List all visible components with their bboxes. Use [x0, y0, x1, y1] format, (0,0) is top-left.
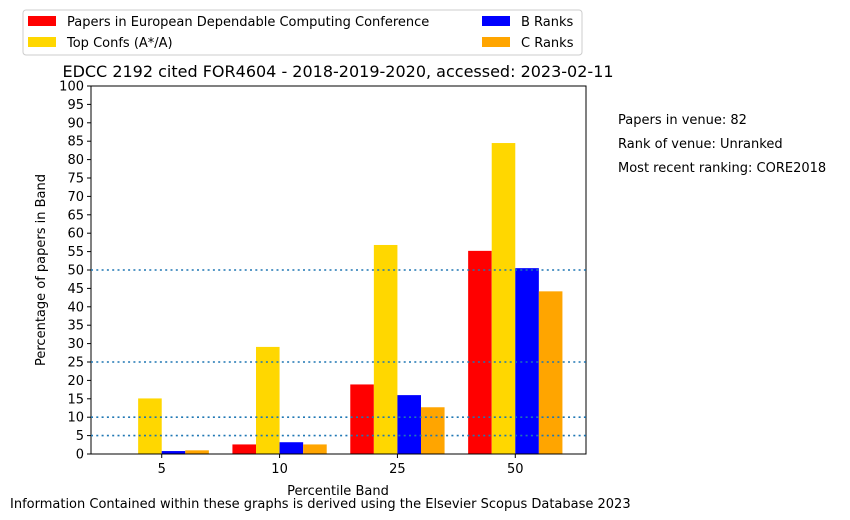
y-tick-label: 30	[67, 337, 84, 352]
y-tick-label: 20	[67, 374, 84, 389]
bar-series-3-cat-5	[185, 450, 209, 454]
y-tick-label: 10	[67, 411, 84, 426]
legend-swatch-series-3	[482, 37, 510, 47]
bar-series-2-cat-50	[515, 268, 539, 454]
bar-series-3-cat-25	[421, 407, 445, 454]
bar-series-2-cat-5	[161, 451, 186, 454]
y-tick-label: 80	[67, 153, 84, 168]
most-recent-ranking: Most recent ranking: CORE2018	[618, 161, 826, 176]
y-tick-label: 15	[67, 392, 84, 407]
footer-note: Information Contained within these graph…	[10, 497, 631, 512]
y-tick-label: 40	[67, 300, 84, 315]
y-tick-label: 75	[67, 172, 84, 187]
y-axis-label: Percentage of papers in Band	[34, 174, 49, 366]
bar-series-3-cat-50	[538, 291, 563, 454]
bar-series-2-cat-25	[397, 395, 421, 454]
legend-label-series-1: Top Confs (A*/A)	[66, 36, 173, 51]
y-tick-label: 0	[76, 448, 84, 463]
y-tick-label: 85	[67, 135, 84, 150]
y-tick-label: 60	[67, 227, 84, 242]
legend-swatch-series-1	[28, 37, 56, 47]
bar-series-1-cat-50	[491, 143, 516, 455]
x-tick-label: 10	[271, 462, 288, 477]
y-axis: 0 5 10 15 20 25 30 35 40 45 50 55 60 65 70 75 80 85 90 95 10…	[59, 80, 91, 463]
chart-title: EDCC 2192 cited FOR4604 - 2018-2019-2020…	[62, 62, 613, 81]
x-tick-label: 50	[507, 462, 524, 477]
bar-series-1-cat-5	[138, 398, 162, 454]
bars	[138, 143, 563, 455]
y-tick-label: 65	[67, 208, 84, 223]
x-axis-label: Percentile Band	[287, 484, 389, 499]
x-tick-label: 5	[158, 462, 166, 477]
legend-swatch-series-2	[482, 16, 510, 26]
legend-swatch-series-0	[28, 16, 56, 26]
y-tick-label: 70	[67, 190, 84, 205]
y-tick-label: 90	[67, 116, 84, 131]
bar-series-1-cat-10	[256, 346, 280, 454]
y-tick-label: 100	[59, 80, 84, 95]
y-tick-label: 50	[67, 264, 84, 279]
y-tick-label: 55	[67, 245, 84, 260]
legend-frame	[22, 9, 583, 56]
bar-series-1-cat-25	[373, 244, 398, 454]
legend-label-series-3: C Ranks	[521, 36, 574, 51]
bar-series-0-cat-10	[232, 444, 256, 454]
papers-in-venue: Papers in venue: 82	[618, 113, 747, 128]
y-tick-label: 95	[67, 98, 84, 113]
bar-series-0-cat-50	[468, 250, 492, 454]
bar-series-3-cat-10	[303, 444, 327, 454]
y-tick-label: 25	[67, 356, 84, 371]
y-tick-label: 5	[76, 429, 84, 444]
rank-of-venue: Rank of venue: Unranked	[618, 137, 783, 152]
x-tick-label: 25	[389, 462, 406, 477]
bar-series-2-cat-10	[279, 442, 304, 454]
x-axis: 5 10 25 50	[158, 454, 524, 477]
legend-label-series-2: B Ranks	[521, 15, 574, 30]
legend: Papers in European Dependable Computing …	[22, 9, 583, 56]
y-tick-label: 45	[67, 282, 84, 297]
y-tick-label: 35	[67, 319, 84, 334]
legend-label-series-0: Papers in European Dependable Computing …	[67, 15, 429, 30]
bar-series-0-cat-25	[350, 384, 374, 454]
